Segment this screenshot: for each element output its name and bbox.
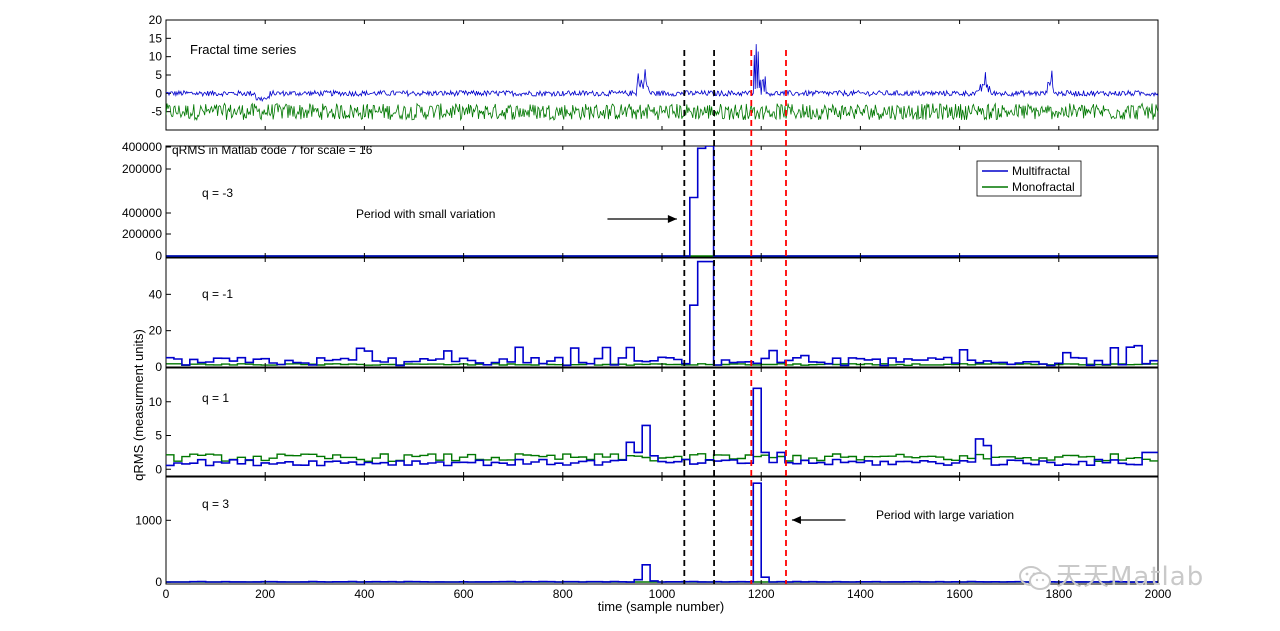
x-tick-label: 1200	[748, 587, 775, 601]
panel-label: q = -3	[202, 186, 233, 200]
chart-title: qRMS in Matlab code 7 for scale = 16	[172, 143, 373, 157]
series-monofractal	[166, 453, 1158, 462]
y-tick-label: 400000	[122, 206, 162, 220]
panel-label: q = -1	[202, 287, 233, 301]
panel-q3: 0 1000 q = 3 Period with large variation	[135, 476, 1159, 589]
panel-label: q = 3	[202, 497, 229, 511]
y-tick-label: 15	[149, 31, 163, 45]
series-multifractal	[166, 44, 1158, 102]
data-lines	[166, 387, 1158, 467]
panel-q-1: 0 20 40 q = -1	[149, 257, 1159, 374]
y-tick-label: -5	[151, 105, 162, 119]
y-tick-label: 200000	[122, 227, 162, 241]
panel-label: q = 1	[202, 391, 229, 405]
overlay-group: Multifractal Monofractal time (sample nu…	[131, 143, 1082, 614]
x-tick-label: 1600	[946, 587, 973, 601]
vertical-markers	[683, 50, 787, 584]
data-lines	[166, 260, 1158, 367]
watermark-text: 天天Matlab	[1056, 562, 1205, 592]
y-tick-label: 5	[155, 68, 162, 82]
data-lines	[166, 44, 1158, 122]
annotation-arrowhead	[791, 516, 801, 524]
y-axis-label: qRMS (measurment units)	[131, 329, 146, 481]
y-tick-label: 0	[155, 249, 162, 263]
y-tick-label: 20	[149, 13, 163, 27]
panel-q-3: 0 200000 400000 200000 400000 q = -3 Period wi…	[122, 140, 1159, 263]
y-tick-label: 10	[149, 50, 163, 64]
panel-q1: 0 5 10 q = 1	[149, 367, 1159, 477]
panel-series: 20 15 10 5 0 -5 Fractal time series	[149, 13, 1159, 131]
y-tick-label: 0	[155, 462, 162, 476]
series-multifractal	[166, 387, 1158, 467]
series-multifractal	[166, 146, 1158, 257]
y-tick-label: 0	[155, 360, 162, 374]
series-monofractal	[166, 363, 1158, 366]
x-tick-label: 1000	[649, 587, 676, 601]
legend-entry-multifractal: Multifractal	[1012, 164, 1070, 178]
y-tick-label: 5	[155, 429, 162, 443]
axes-box	[165, 476, 1159, 585]
series-multifractal	[166, 260, 1158, 367]
x-axis-label: time (sample number)	[598, 599, 724, 614]
annotation-q-3: Period with small variation	[356, 207, 677, 223]
watermark: 天天Matlab	[1018, 556, 1204, 593]
y-tick-label: 1000	[135, 513, 162, 527]
x-tick-label: 1400	[847, 587, 874, 601]
y-tick-label: 0	[155, 575, 162, 589]
axes-box	[165, 257, 1159, 368]
series-multifractal	[166, 482, 1158, 583]
x-tick-label: 0	[163, 587, 170, 601]
series-monofractal	[166, 102, 1158, 122]
x-tick-label: 600	[454, 587, 474, 601]
x-axis: 0 200 400 600 800 1000 1200 1400 1600 1800 2000	[163, 20, 1172, 601]
annotation-arrowhead	[667, 215, 677, 223]
y-tick-label: 20	[149, 324, 163, 338]
x-tick-label: 200	[255, 587, 275, 601]
x-tick-label: 400	[354, 587, 374, 601]
legend-entry-monofractal: Monofractal	[1012, 180, 1075, 194]
x-tick-label: 2000	[1145, 587, 1172, 601]
legend: Multifractal Monofractal	[976, 160, 1082, 197]
annotation-text: Period with large variation	[876, 508, 1014, 522]
panel-label: Fractal time series	[190, 42, 297, 57]
y-tick-label: 400000	[122, 140, 162, 154]
annotation-text: Period with small variation	[356, 207, 495, 221]
y-tick-label: 10	[149, 395, 163, 409]
x-tick-label: 800	[553, 587, 573, 601]
annotation-q3: Period with large variation	[791, 508, 1014, 524]
y-tick-label: 40	[149, 287, 163, 301]
x-tick-label: 1800	[1045, 587, 1072, 601]
y-tick-label: 0	[155, 86, 162, 100]
wechat-icon	[1019, 565, 1051, 590]
data-lines	[166, 482, 1158, 583]
y-tick-label: 200000	[122, 162, 162, 176]
